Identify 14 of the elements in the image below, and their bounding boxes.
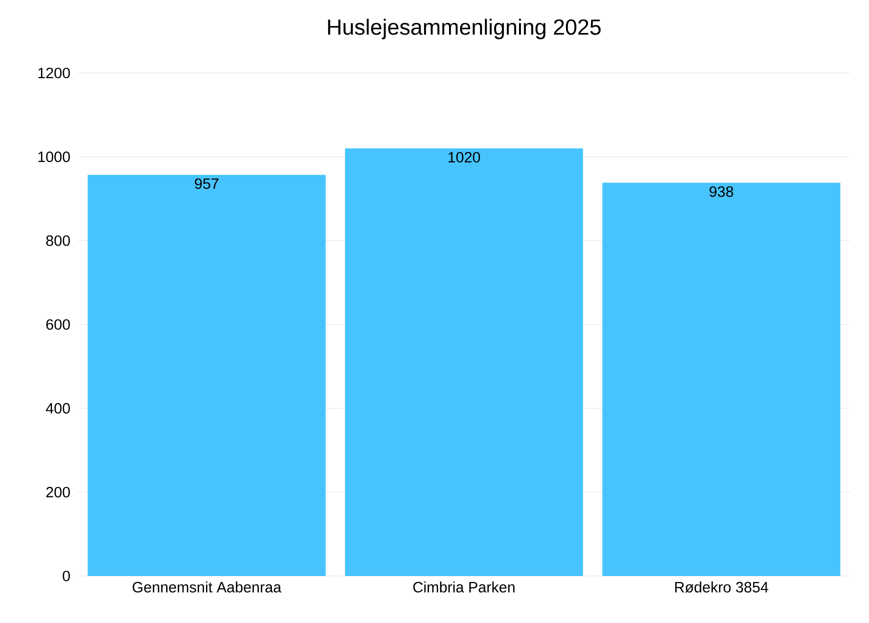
y-tick-label: 400 [46, 403, 70, 414]
y-tick-label: 1200 [38, 68, 70, 78]
data-label: 938 [710, 186, 734, 197]
y-tick-label: 1000 [38, 152, 70, 162]
x-tick-label: Cimbria Parken [413, 582, 514, 592]
chart-title: Huslejesammenligning 2025 [328, 18, 601, 40]
y-tick-label: 0 [62, 570, 70, 582]
x-tick-label: Gennemsnit Aabenraa [132, 582, 282, 592]
y-tick-label: 600 [46, 319, 70, 330]
data-label: 1020 [448, 152, 480, 163]
y-tick-label: 800 [46, 235, 70, 246]
y-tick-label: 200 [46, 486, 70, 498]
x-tick-label: Rødekro 3854 [675, 582, 768, 593]
data-label: 957 [194, 178, 218, 189]
